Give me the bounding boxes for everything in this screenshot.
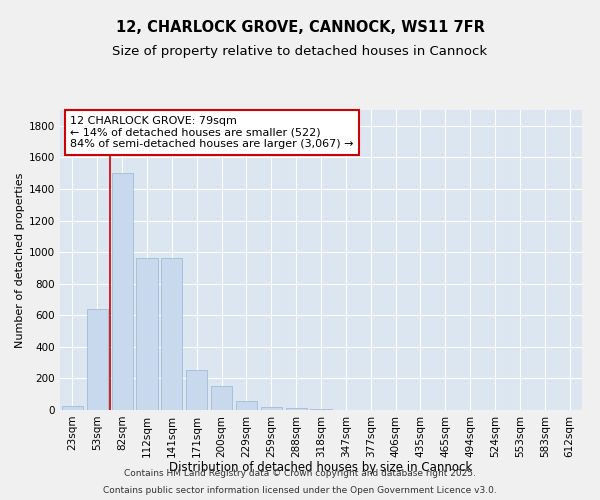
Y-axis label: Number of detached properties: Number of detached properties — [15, 172, 25, 348]
Bar — [62, 406, 83, 410]
X-axis label: Distribution of detached houses by size in Cannock: Distribution of detached houses by size … — [169, 461, 473, 474]
Text: Contains HM Land Registry data © Crown copyright and database right 2025.: Contains HM Land Registry data © Crown c… — [124, 468, 476, 477]
Bar — [186, 370, 207, 410]
Bar — [112, 173, 133, 410]
Text: 12 CHARLOCK GROVE: 79sqm
← 14% of detached houses are smaller (522)
84% of semi-: 12 CHARLOCK GROVE: 79sqm ← 14% of detach… — [70, 116, 354, 149]
Bar — [286, 408, 307, 410]
Text: Contains public sector information licensed under the Open Government Licence v3: Contains public sector information licen… — [103, 486, 497, 495]
Bar — [161, 258, 182, 410]
Bar — [211, 386, 232, 410]
Bar — [236, 402, 257, 410]
Bar — [261, 407, 282, 410]
Text: Size of property relative to detached houses in Cannock: Size of property relative to detached ho… — [112, 45, 488, 58]
Bar — [87, 309, 108, 410]
Text: 12, CHARLOCK GROVE, CANNOCK, WS11 7FR: 12, CHARLOCK GROVE, CANNOCK, WS11 7FR — [116, 20, 484, 35]
Bar — [136, 258, 158, 410]
Bar — [310, 409, 332, 410]
